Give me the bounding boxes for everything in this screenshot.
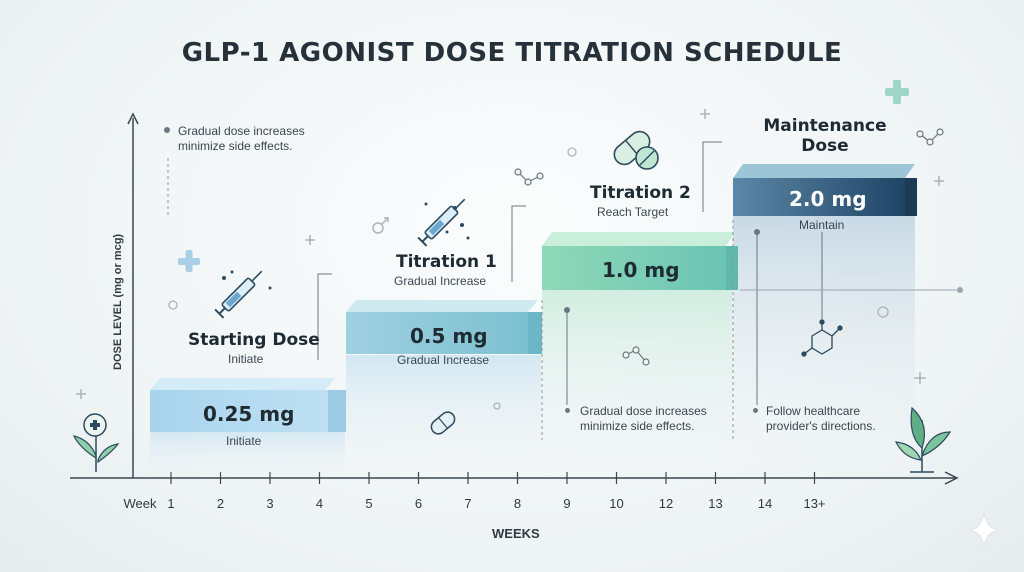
step-1-reflection (150, 430, 345, 478)
x-tick-label: 13 (708, 496, 723, 511)
stage-4-title: Maintenance Dose (763, 116, 887, 156)
x-tick-label: 7 (464, 496, 472, 511)
step-1-block (150, 378, 346, 432)
guide-dot (957, 287, 963, 293)
molecule-icon (801, 319, 843, 357)
x-tick-label: 5 (365, 496, 373, 511)
stage-3-title: Titration 2 (590, 183, 691, 203)
stage-2-subtitle: Gradual Increase (394, 274, 487, 288)
molecule-icon (916, 128, 944, 146)
note-middle: Gradual dose increases minimize side eff… (580, 404, 707, 433)
connector-line (317, 273, 332, 360)
stage-3-dose: 1.0 mg (602, 258, 680, 282)
connector-line (511, 205, 526, 282)
connector-line (702, 141, 722, 212)
note-top-left: Gradual dose increases minimize side eff… (178, 124, 305, 153)
note-right: Follow healthcare provider's directions. (766, 404, 876, 433)
molecule-icon (622, 346, 650, 366)
step-2-block (346, 300, 542, 354)
stage-3-subtitle: Reach Target (597, 205, 669, 219)
decorative-circles (168, 147, 889, 410)
stage-2-title: Titration 1 (396, 252, 497, 272)
syringe-icon (214, 270, 263, 319)
stage-1-title: Starting Dose (188, 330, 320, 350)
pill-icon (635, 146, 659, 170)
x-tick-label: 8 (513, 496, 522, 511)
step-3-block (542, 232, 738, 290)
x-tick-label: 3 (266, 496, 274, 511)
x-axis-prefix: Week (123, 496, 157, 511)
x-tick-label: 6 (414, 496, 423, 511)
note-pointer-dot (754, 229, 760, 235)
note-bullet (164, 127, 170, 133)
step-3-reflection (542, 278, 732, 478)
stage-4-dose: 2.0 mg (789, 187, 867, 211)
x-axis-label: WEEKS (492, 526, 540, 541)
y-axis-label: DOSE LEVEL (mg or mcg) (112, 233, 124, 370)
x-axis-arrow-icon (944, 471, 959, 485)
x-tick-label: 13+ (803, 496, 826, 511)
x-tick-label: 4 (315, 496, 324, 511)
plus-icon (178, 250, 200, 272)
step-4-reflection (733, 215, 915, 475)
x-tick-label: 12 (658, 496, 674, 511)
plus-icon (885, 80, 909, 104)
step-4-block (733, 164, 917, 216)
sparkle-icon (969, 512, 999, 548)
note-bullet (565, 408, 570, 413)
stage-1-dose-caption: Initiate (226, 434, 262, 448)
sparkle-dots (222, 202, 470, 290)
note-bullet (753, 408, 758, 413)
x-tick-label: 1 (167, 496, 175, 511)
plant-icon (894, 406, 952, 473)
stage-1-dose: 0.25 mg (203, 402, 295, 426)
page-title: GLP-1 AGONIST DOSE TITRATION SCHEDULE (181, 38, 843, 68)
y-axis-arrow-icon (127, 112, 139, 125)
stage-2-dose-caption: Gradual Increase (397, 353, 490, 367)
capsule-icon (430, 411, 456, 435)
x-tick-label: 2 (216, 496, 225, 511)
plus-icon (76, 109, 944, 399)
plant-icon (72, 413, 120, 472)
stage-2-dose: 0.5 mg (410, 324, 488, 348)
x-tick-label: 10 (609, 496, 624, 511)
stage-1-subtitle: Initiate (228, 352, 264, 366)
molecule-icon (514, 168, 544, 186)
note-pointer-dot (564, 307, 570, 313)
x-tick-label: 14 (757, 496, 773, 511)
x-tick-label: 9 (563, 496, 571, 511)
stage-4-dose-caption: Maintain (799, 218, 845, 232)
male-symbol-icon (372, 217, 389, 234)
